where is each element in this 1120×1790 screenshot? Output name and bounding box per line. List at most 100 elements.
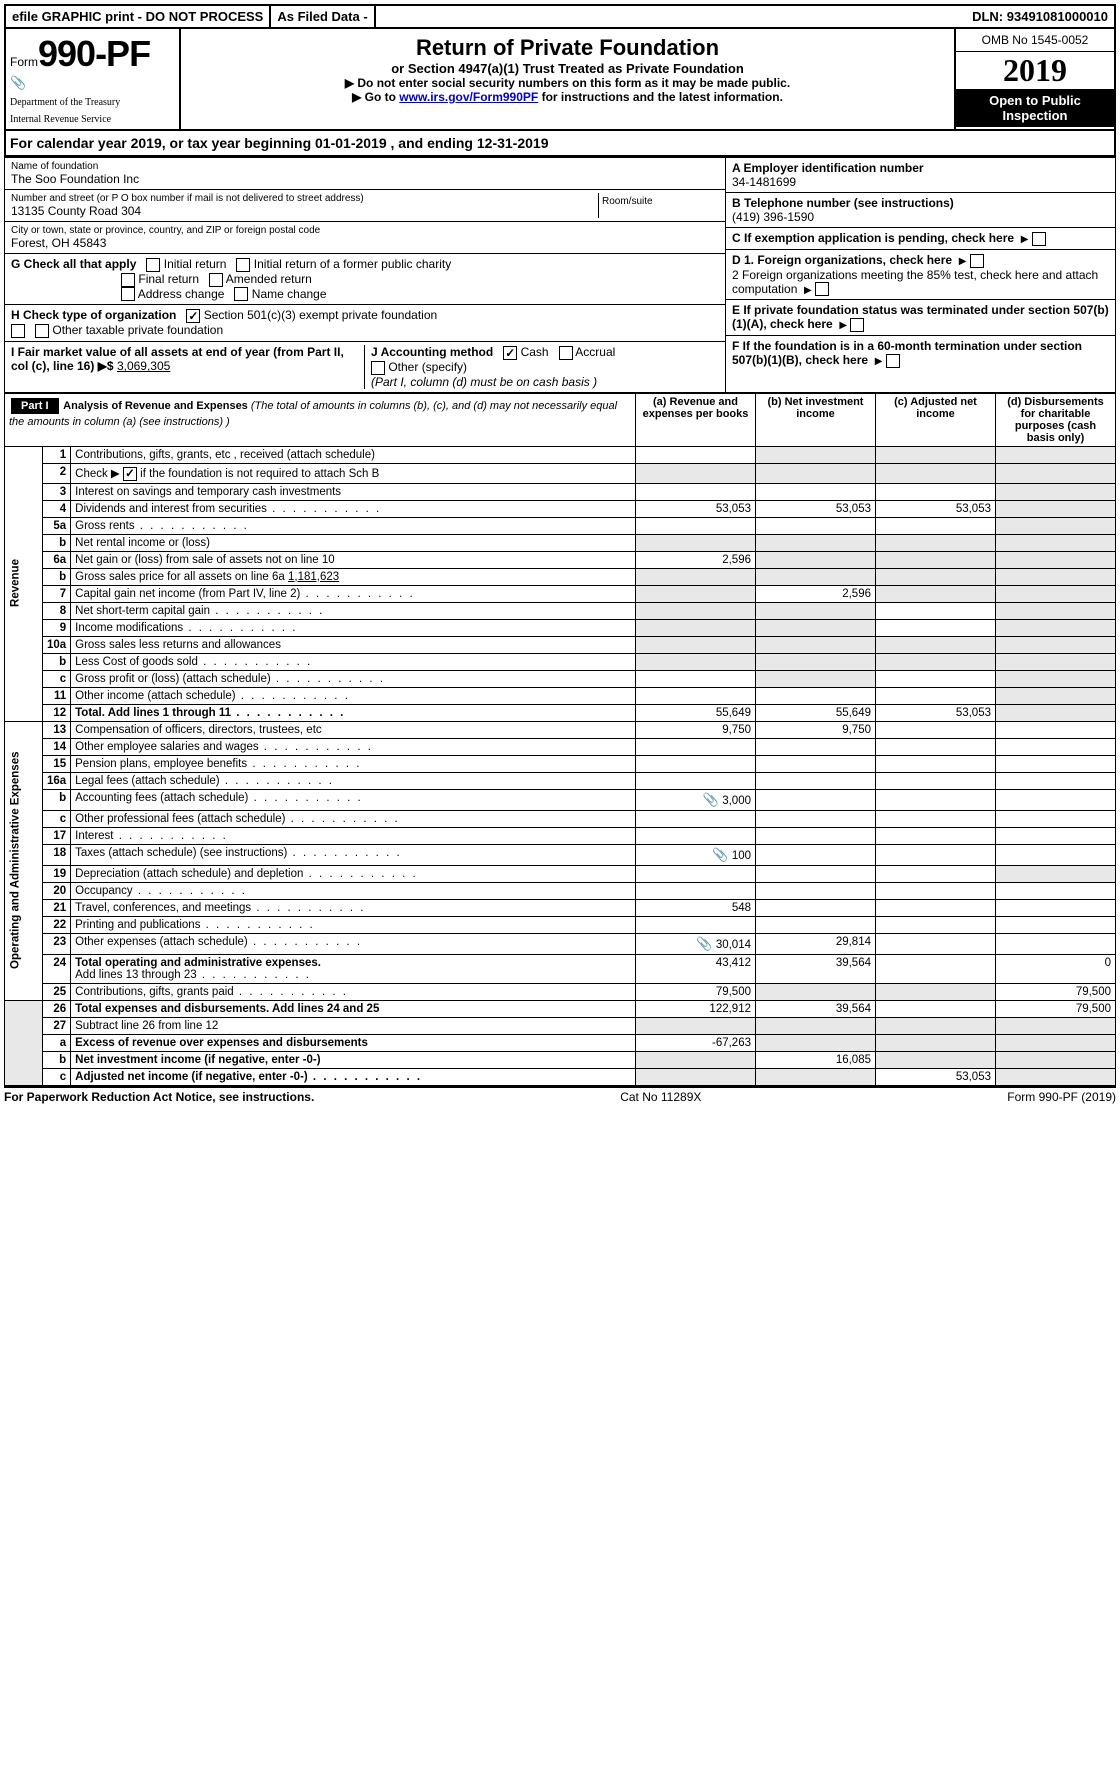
c-label: C If exemption application is pending, c… [732,231,1014,245]
footer-left: For Paperwork Reduction Act Notice, see … [4,1090,314,1104]
g-opt-4: Address change [138,287,225,301]
table-row: 22Printing and publications [5,916,1116,933]
irs-link[interactable]: www.irs.gov/Form990PF [399,90,538,104]
chk-d2[interactable] [815,282,829,296]
table-row: bAccounting fees (attach schedule)📎 3,00… [5,789,1116,810]
table-row: 11Other income (attach schedule) [5,687,1116,704]
table-row: 15Pension plans, employee benefits [5,755,1116,772]
chk-initial[interactable] [146,258,160,272]
g-label: G Check all that apply [11,257,136,271]
table-row: 14Other employee salaries and wages [5,738,1116,755]
omb-number: OMB No 1545-0052 [956,29,1114,52]
chk-4947[interactable] [11,324,25,338]
h-opt3: Other taxable private foundation [52,323,223,337]
table-row: bLess Cost of goods sold [5,653,1116,670]
table-row: 2 Check ▶ if the foundation is not requi… [5,463,1116,483]
phone-cell: B Telephone number (see instructions) (4… [726,193,1115,228]
ein-value: 34-1481699 [732,175,1109,189]
foundation-name: The Soo Foundation Inc [11,172,719,186]
chk-amended[interactable] [209,273,223,287]
j-accrual: Accrual [575,345,615,359]
col-a-header: (a) Revenue and expenses per books [636,393,756,446]
calyear-pre: For calendar year 2019, or tax year begi… [10,135,315,151]
attachment-icon[interactable]: 📎 [696,936,712,951]
part1-label: Part I [11,398,59,414]
table-row: bGross sales price for all assets on lin… [5,568,1116,585]
phone-value: (419) 396-1590 [732,210,1109,224]
d-cell: D 1. Foreign organizations, check here 2… [726,250,1115,301]
public-inspection: Open to Public Inspection [956,89,1114,127]
chk-initial-former[interactable] [236,258,250,272]
dln-value: 93491081000010 [1007,9,1108,24]
ein-label: A Employer identification number [732,161,1109,175]
chk-cash[interactable] [503,346,517,360]
chk-f[interactable] [886,354,900,368]
g-opt-5: Name change [252,287,327,301]
form-id-block: Form990-PF 📎 Department of the Treasury … [6,29,181,129]
footer-right: Form 990-PF (2019) [1007,1090,1116,1104]
chk-schb[interactable] [123,467,137,481]
chk-501c3[interactable] [186,309,200,323]
form-header: Form990-PF 📎 Department of the Treasury … [4,29,1116,131]
arrow-icon [839,317,847,331]
table-row: Operating and Administrative Expenses 13… [5,721,1116,738]
dept-treasury: Department of the Treasury [10,97,175,108]
chk-final[interactable] [121,273,135,287]
city-cell: City or town, state or province, country… [5,222,725,254]
entity-left: Name of foundation The Soo Foundation In… [5,158,725,392]
g-opt-0: Initial return [164,257,227,271]
table-row: 24Total operating and administrative exp… [5,954,1116,983]
attachment-icon[interactable]: 📎 [712,847,728,862]
table-row: 9Income modifications [5,619,1116,636]
form-title-block: Return of Private Foundation or Section … [181,29,954,129]
form-number: 990-PF [38,33,150,74]
instr2-post: for instructions and the latest informat… [538,90,783,104]
calyear-mid: , and ending [391,135,477,151]
table-row: 18Taxes (attach schedule) (see instructi… [5,844,1116,865]
entity-block: Name of foundation The Soo Foundation In… [4,157,1116,393]
name-cell: Name of foundation The Soo Foundation In… [5,158,725,190]
calyear-begin: 01-01-2019 [315,135,387,151]
table-row: 17Interest [5,827,1116,844]
city-value: Forest, OH 45843 [11,236,719,250]
chk-accrual[interactable] [559,346,573,360]
dept-irs: Internal Revenue Service [10,114,175,125]
table-row: 20Occupancy [5,882,1116,899]
tax-year: 2019 [956,52,1114,89]
entity-right: A Employer identification number 34-1481… [725,158,1115,392]
h-label: H Check type of organization [11,308,176,322]
chk-other-tax[interactable] [35,324,49,338]
table-row: 19Depreciation (attach schedule) and dep… [5,865,1116,882]
table-row: 6aNet gain or (loss) from sale of assets… [5,551,1116,568]
table-row: 12Total. Add lines 1 through 1155,64955,… [5,704,1116,721]
arrow-icon [804,282,812,296]
chk-c[interactable] [1032,232,1046,246]
form-label: Form [10,55,38,69]
table-row: 7Capital gain net income (from Part IV, … [5,585,1116,602]
attachment-icon: 📎 [10,75,175,91]
calyear-end: 12-31-2019 [477,135,549,151]
page-footer: For Paperwork Reduction Act Notice, see … [4,1086,1116,1106]
table-row: 21Travel, conferences, and meetings548 [5,899,1116,916]
chk-namechange[interactable] [234,287,248,301]
h-row: H Check type of organization Section 501… [5,305,725,342]
part1-table: Part I Analysis of Revenue and Expenses … [4,393,1116,1086]
chk-address[interactable] [121,287,135,301]
chk-other-method[interactable] [371,361,385,375]
chk-e[interactable] [850,318,864,332]
g-opt-3: Amended return [226,272,312,286]
calendar-year-row: For calendar year 2019, or tax year begi… [4,131,1116,157]
form-title: Return of Private Foundation [187,35,948,61]
dln: DLN: 93491081000010 [966,6,1114,27]
d1-label: D 1. Foreign organizations, check here [732,253,952,267]
city-label: City or town, state or province, country… [11,225,719,236]
f-cell: F If the foundation is in a 60-month ter… [726,336,1115,371]
i-value: 3,069,305 [117,359,170,373]
dln-label: DLN: [972,9,1003,24]
chk-d1[interactable] [970,254,984,268]
addr-label: Number and street (or P O box number if … [11,193,598,204]
arrow-icon [875,353,883,367]
attachment-icon[interactable]: 📎 [703,792,719,807]
d2-label: 2 Foreign organizations meeting the 85% … [732,268,1098,296]
revenue-section-label: Revenue [5,446,43,721]
